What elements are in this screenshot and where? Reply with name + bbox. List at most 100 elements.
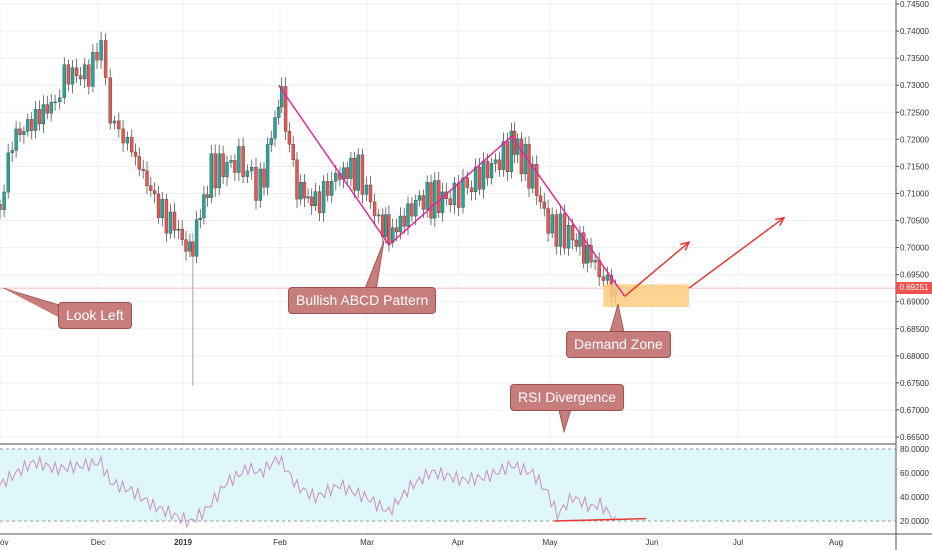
candle-up xyxy=(258,168,262,201)
projection-arrow-1-head xyxy=(680,241,691,251)
drawings-layer xyxy=(0,84,896,434)
time-tick-label: Jun xyxy=(646,538,659,547)
time-tick-label: Feb xyxy=(273,538,287,547)
grid-layer xyxy=(0,0,896,532)
candle-up xyxy=(321,181,326,214)
candle-down xyxy=(233,160,237,173)
candle-up xyxy=(198,217,203,220)
candle-down xyxy=(152,190,157,195)
candle-up xyxy=(70,67,75,85)
time-tick-label: 2019 xyxy=(174,538,192,547)
candle-down xyxy=(172,211,177,231)
candle-up xyxy=(245,170,250,177)
candle-up xyxy=(306,196,310,199)
candle-down xyxy=(78,75,83,80)
candle-down xyxy=(372,201,377,217)
candle-up xyxy=(558,213,563,247)
candle-down xyxy=(497,159,502,170)
candle-down xyxy=(283,86,288,132)
projection-arrow-1[interactable] xyxy=(624,241,690,297)
candle-up xyxy=(202,194,206,219)
candle-down xyxy=(542,201,546,209)
rsi-band xyxy=(0,449,896,521)
projection-arrow-2[interactable] xyxy=(688,217,785,289)
candle-up xyxy=(237,146,241,173)
price-tick-label: 0.69500 xyxy=(900,271,929,280)
candle-down xyxy=(87,64,91,87)
price-tick-label: 0.70500 xyxy=(900,217,929,226)
candle-down xyxy=(180,228,184,240)
price-tick-label: 0.68000 xyxy=(900,352,929,361)
candle-up xyxy=(168,211,173,234)
price-tick-label: 0.67500 xyxy=(900,379,929,388)
candle-up xyxy=(125,137,130,144)
price-tick-label: 0.70000 xyxy=(900,244,929,253)
candle-up xyxy=(593,259,597,263)
candle-up xyxy=(280,86,284,108)
candle-up xyxy=(188,241,192,252)
candle-up xyxy=(225,162,229,178)
candle-down xyxy=(74,67,79,76)
candle-down xyxy=(30,119,34,131)
demand-zone-callout[interactable]: Demand Zone xyxy=(566,331,671,358)
candle-up xyxy=(91,52,95,87)
price-tick-label: 0.74500 xyxy=(900,0,929,9)
candle-down xyxy=(241,146,245,177)
candle-up xyxy=(391,227,395,243)
candle-down xyxy=(117,120,121,130)
demand-zone-pointer xyxy=(609,303,625,333)
candle-down xyxy=(469,187,474,193)
candle-down xyxy=(345,167,349,179)
candle-down xyxy=(448,198,452,205)
candle-down xyxy=(519,138,524,175)
rsi-tick-label: 40.0000 xyxy=(900,493,929,502)
candle-down xyxy=(410,203,414,217)
candle-down xyxy=(368,184,373,203)
candle-down xyxy=(205,194,210,198)
candle-down xyxy=(457,182,461,208)
demand-zone-box[interactable] xyxy=(603,284,690,308)
candle-up xyxy=(531,164,535,189)
candle-up xyxy=(493,159,498,164)
candle-up xyxy=(53,101,57,104)
candle-up xyxy=(384,214,388,237)
candle-down xyxy=(254,166,258,201)
candle-up xyxy=(481,160,486,190)
candle-down xyxy=(191,241,195,257)
candle-down xyxy=(574,239,578,247)
candle-down xyxy=(562,213,567,249)
candle-down xyxy=(45,104,49,114)
candle-up xyxy=(273,117,277,139)
candle-up xyxy=(249,166,254,172)
candle-down xyxy=(310,196,314,207)
candle-up xyxy=(6,152,10,193)
candle-up xyxy=(473,167,478,193)
price-tick-label: 0.73500 xyxy=(900,54,929,63)
candle-up xyxy=(41,104,46,125)
candle-down xyxy=(95,52,99,61)
candle-down xyxy=(141,169,145,171)
candle-down xyxy=(546,208,550,234)
candle-down xyxy=(213,153,217,189)
abcd-pattern-line[interactable] xyxy=(278,84,626,297)
candle-down xyxy=(538,195,543,203)
time-tick-label: May xyxy=(542,538,557,547)
candle-up xyxy=(425,182,429,210)
candle-up xyxy=(523,144,527,175)
abcd-pattern-callout[interactable]: Bullish ABCD Pattern xyxy=(288,287,437,314)
rsi-divergence-callout[interactable]: RSI Divergence xyxy=(510,384,625,411)
candle-down xyxy=(589,245,593,263)
time-tick-label: Aug xyxy=(829,538,843,547)
candle-down xyxy=(133,151,138,157)
candle-down xyxy=(295,159,299,200)
rsi-divergence-line xyxy=(554,517,647,522)
price-tick-label: 0.72500 xyxy=(900,108,929,117)
price-tick-label: 0.71500 xyxy=(900,162,929,171)
candle-down xyxy=(485,160,490,179)
look-left-callout[interactable]: Look Left xyxy=(58,302,132,329)
price-tick-label: 0.73000 xyxy=(900,81,929,90)
candle-down xyxy=(601,276,605,281)
candle-down xyxy=(326,181,330,196)
candle-up xyxy=(229,160,233,163)
